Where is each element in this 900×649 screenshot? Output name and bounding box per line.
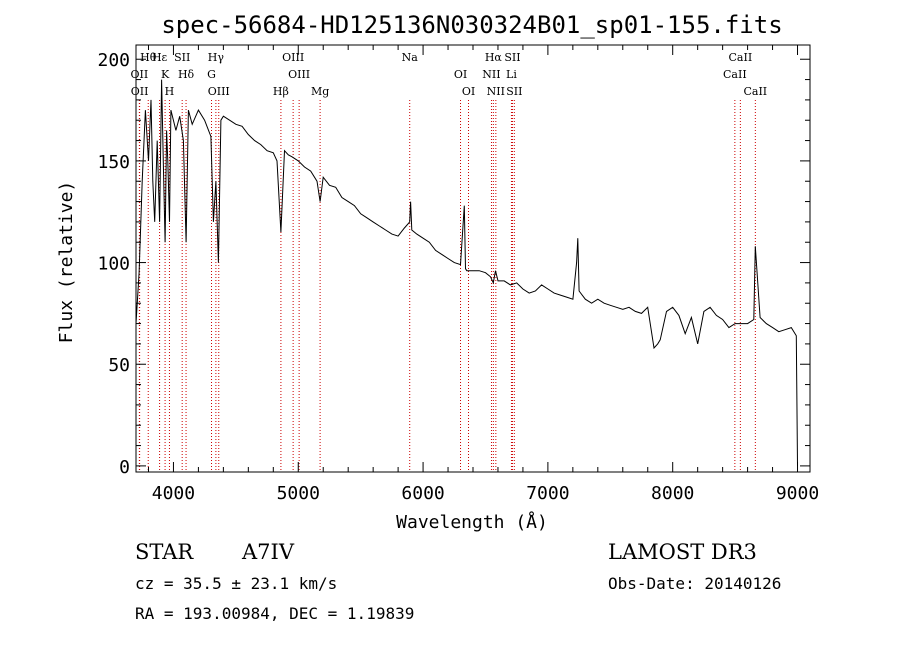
line-marker-label: NII <box>487 85 505 98</box>
line-marker-label: SII <box>504 51 520 64</box>
line-marker-label: OIII <box>208 85 230 98</box>
line-marker-label: Hδ <box>178 68 195 81</box>
line-marker-label: Li <box>506 68 517 81</box>
observation-date: Obs-Date: 20140126 <box>608 574 782 593</box>
object-subclass: A7IV <box>242 540 294 564</box>
x-tick-label: 5000 <box>277 483 320 504</box>
x-axis-label: Wavelength (Å) <box>396 511 548 533</box>
y-tick-label: 100 <box>97 254 130 275</box>
line-marker-label: CaII <box>723 68 747 81</box>
y-tick-label: 150 <box>97 152 130 173</box>
line-marker-label: SII <box>174 51 190 64</box>
line-marker-label: Mg <box>311 85 329 98</box>
line-marker-label: Hα <box>485 51 503 64</box>
survey-name: LAMOST DR3 <box>608 540 757 564</box>
line-marker-label: Hγ <box>208 51 225 64</box>
x-tick-label: 8000 <box>651 483 694 504</box>
line-marker-label: Hε <box>152 51 168 64</box>
chart-title: spec-56684-HD125136N030324B01_sp01-155.f… <box>161 11 782 39</box>
plot-frame <box>135 44 811 473</box>
x-tick-label: 4000 <box>152 483 195 504</box>
redshift-velocity: cz = 35.5 ± 23.1 km/s <box>135 574 338 593</box>
y-tick-label: 200 <box>97 50 130 71</box>
line-marker-label: OII <box>131 85 149 98</box>
x-tick-label: 7000 <box>526 483 569 504</box>
line-marker-label: OI <box>454 68 467 81</box>
spectral-line-markers: HθOIIOIIHεKHSIIHδOIIIHγGHβOIIIOIIIMgNaOI… <box>131 51 767 472</box>
line-marker-label: OII <box>131 68 149 81</box>
spectrum-line <box>135 79 798 466</box>
object-class: STAR <box>135 540 194 564</box>
y-tick-label: 50 <box>108 355 130 376</box>
line-marker-label: Hθ <box>140 51 157 64</box>
line-marker-label: OI <box>462 85 475 98</box>
y-tick-label: 0 <box>119 457 130 478</box>
coordinates: RA = 193.00984, DEC = 1.19839 <box>135 604 415 623</box>
axis-tick-labels: 4000 5000 6000 7000 8000 9000 0 50 100 150 200 <box>97 50 819 504</box>
line-marker-label: SII <box>506 85 522 98</box>
x-tick-label: 9000 <box>776 483 819 504</box>
line-marker-label: CaII <box>729 51 753 64</box>
line-marker-label: G <box>207 68 216 81</box>
line-marker-label: Na <box>402 51 419 64</box>
line-marker-label: NII <box>482 68 500 81</box>
x-tick-label: 6000 <box>401 483 444 504</box>
line-marker-label: CaII <box>743 85 767 98</box>
line-marker-label: OIII <box>282 51 304 64</box>
line-marker-label: K <box>161 68 170 81</box>
y-axis-label: Flux (relative) <box>56 181 77 344</box>
line-marker-label: Hβ <box>273 85 289 98</box>
line-marker-label: H <box>165 85 175 98</box>
axis-ticks <box>136 45 810 472</box>
line-marker-label: OIII <box>288 68 310 81</box>
